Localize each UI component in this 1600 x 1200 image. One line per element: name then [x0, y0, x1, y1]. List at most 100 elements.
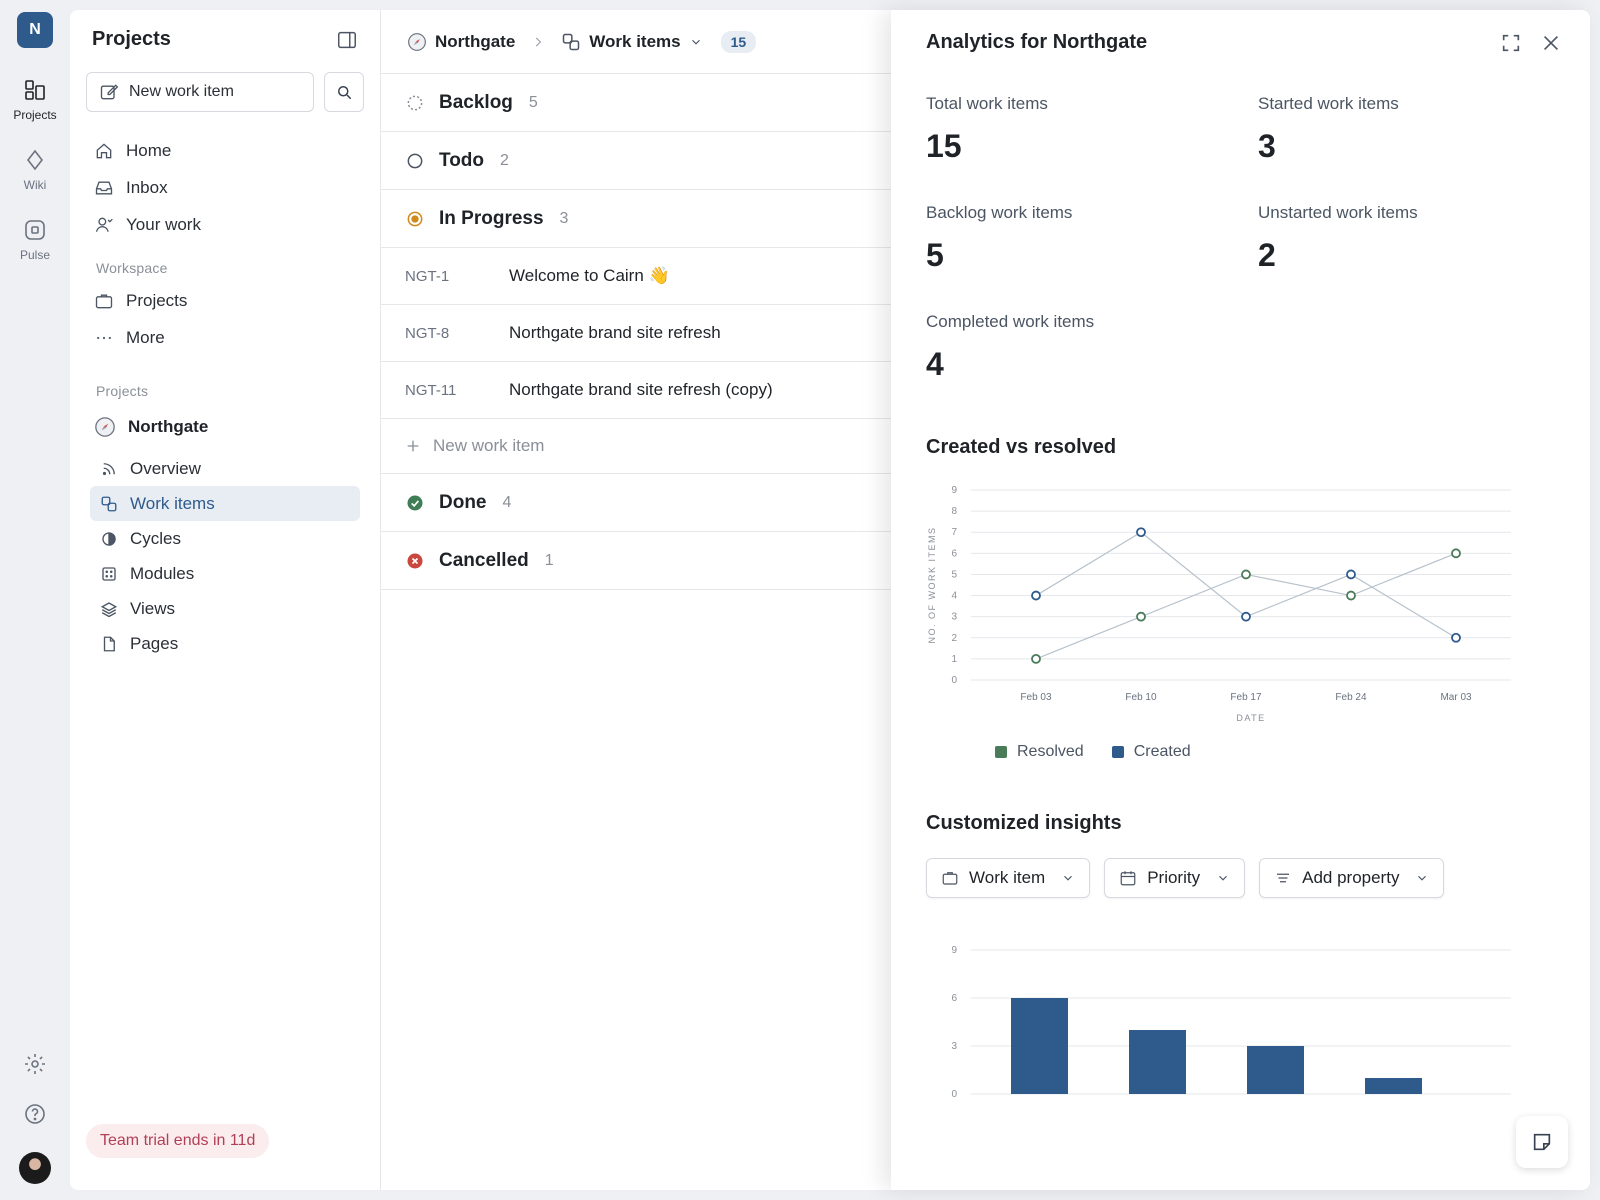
stat-value: 15 — [926, 128, 962, 164]
stat-label: Completed work items — [926, 312, 1095, 331]
group-backlog[interactable]: Backlog 5 — [381, 74, 891, 132]
gear-icon[interactable] — [23, 1052, 47, 1076]
backlog-icon — [407, 95, 423, 110]
issue-id: NGT-1 — [405, 267, 450, 285]
sticky-note-button[interactable] — [1516, 1116, 1568, 1168]
sidebar-item-label: Your work — [126, 214, 201, 234]
breadcrumb-work-items[interactable]: Work items — [561, 32, 702, 52]
group-cancelled[interactable]: Cancelled 1 — [381, 532, 891, 590]
rail-label-projects: Projects — [13, 108, 57, 122]
legend-item-created[interactable]: Created — [1111, 743, 1191, 761]
modules-icon — [102, 566, 116, 581]
y-tick-label: 7 — [951, 527, 957, 538]
compass-icon — [408, 32, 426, 51]
group-done[interactable]: Done 4 — [381, 474, 891, 532]
new-work-item-button[interactable]: New work item — [86, 72, 314, 112]
project-item-overview[interactable]: Overview — [90, 451, 360, 486]
project-northgate[interactable]: Northgate — [94, 416, 208, 438]
project-name: Northgate — [128, 417, 209, 436]
filter-label: Work item — [969, 868, 1046, 887]
legend-swatch — [995, 746, 1007, 758]
plus-icon — [407, 440, 419, 452]
analytics-panel: Analytics for Northgate Total work items… — [891, 10, 1590, 1190]
filter-priority-button[interactable]: Priority — [1104, 858, 1246, 898]
wiki-icon — [26, 149, 44, 171]
x-tick-label: Feb 10 — [1125, 692, 1157, 703]
project-item-label: Cycles — [130, 528, 182, 548]
layers-icon — [100, 601, 118, 617]
breadcrumb-project[interactable]: Northgate — [407, 32, 515, 52]
group-count: 1 — [544, 551, 554, 569]
data-point-resolved — [1031, 653, 1041, 664]
add-work-item-row[interactable]: New work item — [381, 419, 891, 474]
group-label: In Progress — [439, 207, 544, 229]
add-property-button[interactable]: Add property — [1259, 858, 1445, 898]
sidebar-item-more[interactable]: More — [94, 319, 364, 356]
home-icon — [96, 142, 112, 158]
sidebar-item-your-work[interactable]: Your work — [94, 206, 364, 243]
help-icon[interactable] — [23, 1102, 47, 1126]
x-axis-label: DATE — [1236, 713, 1265, 723]
inbox-icon — [95, 181, 113, 194]
insights-bar-chart: 0 3 6 9 — [951, 945, 1511, 1100]
group-todo[interactable]: Todo 2 — [381, 132, 891, 190]
rail-item-pulse[interactable]: Pulse — [20, 218, 50, 262]
rail-item-wiki[interactable]: Wiki — [23, 148, 47, 192]
y-axis-label: NO. OF WORK ITEMS — [927, 527, 937, 644]
x-tick-label: Mar 03 — [1440, 692, 1472, 703]
list-item[interactable]: NGT-8 Northgate brand site refresh — [381, 305, 891, 362]
chevron-down-icon — [1219, 875, 1228, 881]
trial-badge[interactable]: Team trial ends in 11d — [86, 1124, 270, 1158]
project-item-label: Work items — [130, 493, 215, 513]
series-line-resolved — [1035, 552, 1457, 660]
group-count: 3 — [559, 209, 569, 227]
project-item-pages[interactable]: Pages — [90, 626, 360, 661]
group-label: Cancelled — [439, 549, 529, 571]
data-point-resolved — [1241, 569, 1251, 580]
fullscreen-icon[interactable] — [1500, 32, 1522, 54]
pulse-icon — [25, 220, 45, 240]
data-point-created — [1346, 569, 1356, 580]
page-icon — [103, 636, 115, 651]
project-item-views[interactable]: Views — [90, 591, 360, 626]
group-label: Done — [439, 491, 487, 513]
filter-work-item-button[interactable]: Work item — [926, 858, 1091, 898]
sidebar-actions: New work item — [86, 72, 364, 112]
sidebar-item-inbox[interactable]: Inbox — [94, 169, 364, 206]
sidebar-title: Projects — [92, 28, 171, 50]
list-item[interactable]: NGT-1 Welcome to Cairn 👋 — [381, 248, 891, 305]
legend-item-resolved[interactable]: Resolved — [995, 743, 1084, 761]
insight-filters: Work item Priority Add property — [926, 858, 1445, 898]
chevron-right-icon — [536, 37, 542, 46]
issue-title: Northgate brand site refresh (copy) — [509, 380, 773, 399]
y-tick-label: 0 — [951, 1089, 957, 1100]
insights-title: Customized insights — [926, 812, 1122, 834]
project-item-cycles[interactable]: Cycles — [90, 521, 360, 556]
project-item-label: Overview — [130, 458, 201, 478]
list-item[interactable]: NGT-11 Northgate brand site refresh (cop… — [381, 362, 891, 419]
avatar[interactable] — [19, 1152, 51, 1184]
stat-started: Started work items 3 — [1258, 94, 1399, 165]
group-in-progress[interactable]: In Progress 3 — [381, 190, 891, 248]
compass-icon — [95, 417, 115, 437]
breadcrumb: Northgate Work items 15 — [381, 10, 891, 74]
work-items-icon — [563, 33, 580, 50]
project-item-modules[interactable]: Modules — [90, 556, 360, 591]
search-button[interactable] — [324, 72, 364, 112]
rail-item-projects[interactable]: Projects — [13, 78, 57, 122]
done-icon — [407, 495, 423, 510]
close-icon[interactable] — [1540, 32, 1562, 54]
issue-id: NGT-11 — [405, 381, 457, 399]
new-work-item-label: New work item — [129, 83, 234, 100]
project-item-work-items[interactable]: Work items — [90, 486, 360, 521]
add-work-item-label: New work item — [433, 436, 545, 455]
sidebar-toggle-icon[interactable] — [336, 29, 358, 51]
sidebar-item-label: More — [126, 327, 165, 347]
sidebar-item-home[interactable]: Home — [94, 132, 364, 169]
sidebar-item-projects[interactable]: Projects — [94, 282, 364, 319]
list-icon — [1277, 873, 1290, 883]
stat-label: Backlog work items — [926, 203, 1073, 222]
work-items-list: Northgate Work items 15 Backlog 5 Todo 2… — [381, 10, 891, 1190]
stat-value: 2 — [1258, 237, 1276, 273]
workspace-logo[interactable]: N — [17, 12, 53, 48]
